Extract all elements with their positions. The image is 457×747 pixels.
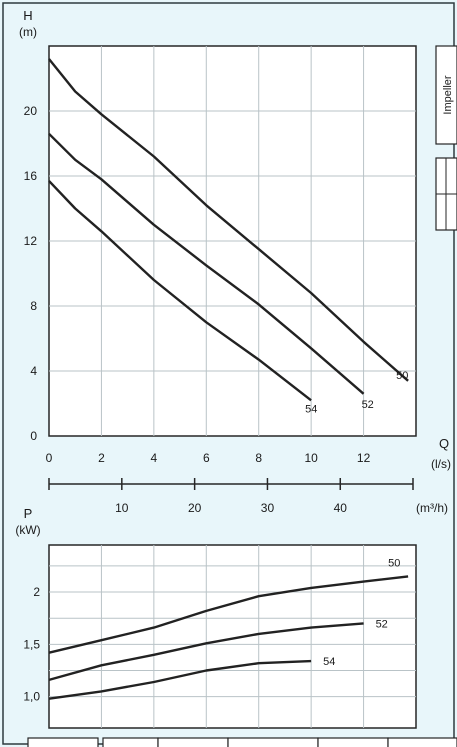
impeller-side-panel: Impeller	[435, 45, 457, 231]
power-curve-label-54: 54	[323, 656, 335, 668]
flow-m3h-scale: 10 20 30 40	[48, 478, 414, 515]
power-axis-tick-labels: 1,0 1,5 2	[23, 585, 40, 704]
head-tick-label: 0	[30, 429, 37, 443]
power-tick-label: 1,5	[23, 637, 40, 651]
head-curve-label-54: 54	[305, 403, 317, 415]
power-flow-curves: 50 52 54	[48, 557, 409, 700]
head-tick-label: 16	[24, 169, 38, 183]
head-curve-label-52: 52	[362, 399, 374, 411]
m3h-tick-label: 10	[115, 501, 129, 515]
bottom-table-cell	[227, 737, 319, 747]
power-flow-chart: 50 52 54 P (kW) 1,0 1,5 2	[15, 506, 417, 729]
flow-tick-label: 6	[203, 451, 210, 465]
power-curve-label-50: 50	[388, 557, 400, 569]
power-curve-impeller-52	[48, 622, 364, 682]
power-axis-symbol: P	[24, 506, 33, 521]
head-axis-tick-labels: 0 4 8 12 16 20	[24, 104, 38, 443]
flow-m3h-unit: (m³/h)	[416, 501, 448, 515]
flow-axis-tick-labels: 0 2 4 6 8 10 12	[46, 451, 371, 465]
m3h-tick-label: 20	[188, 501, 202, 515]
bottom-table-cell	[387, 737, 457, 747]
flow-axis-unit: (l/s)	[431, 457, 451, 471]
m3h-tick-label: 40	[334, 501, 348, 515]
bottom-table-cell	[317, 737, 389, 747]
flow-tick-label: 12	[357, 451, 371, 465]
head-flow-chart: 50 52 54 H (m) 0 4 8 12 16 20 0 2 4 6 8 10 12 Q (l/s)…	[19, 8, 451, 515]
impeller-label: Impeller	[442, 75, 454, 114]
impeller-label-box	[435, 45, 457, 145]
bottom-table-cell	[157, 737, 229, 747]
power-curve-impeller-54	[48, 659, 312, 700]
head-curve-impeller-52	[48, 132, 365, 395]
head-axis-symbol: H	[23, 8, 32, 23]
flow-tick-label: 8	[255, 451, 262, 465]
head-curve-label-50: 50	[396, 370, 408, 382]
head-tick-label: 20	[24, 104, 38, 118]
bottom-table-cell	[102, 737, 159, 747]
head-tick-label: 8	[30, 299, 37, 313]
head-flow-grid	[49, 46, 416, 436]
flow-tick-label: 4	[151, 451, 158, 465]
head-tick-label: 4	[30, 364, 37, 378]
power-tick-label: 1,0	[23, 690, 40, 704]
bottom-table-strip	[27, 737, 457, 747]
power-axis-unit: (kW)	[15, 523, 40, 537]
head-curve-impeller-50	[48, 58, 409, 382]
m3h-tick-label: 30	[261, 501, 275, 515]
power-flow-plot-area	[48, 544, 417, 729]
flow-axis-symbol: Q	[439, 436, 449, 451]
head-flow-curves: 50 52 54	[48, 58, 409, 415]
head-axis-unit: (m)	[19, 25, 37, 39]
head-curve-impeller-54	[48, 180, 312, 402]
bottom-table-cell	[27, 737, 99, 747]
flow-tick-label: 10	[304, 451, 318, 465]
power-curve-label-52: 52	[376, 618, 388, 630]
power-tick-label: 2	[33, 585, 40, 599]
power-flow-grid	[49, 545, 416, 728]
flow-tick-label: 2	[98, 451, 105, 465]
head-tick-label: 12	[24, 234, 38, 248]
flow-tick-label: 0	[46, 451, 53, 465]
power-curve-impeller-50	[48, 575, 409, 654]
